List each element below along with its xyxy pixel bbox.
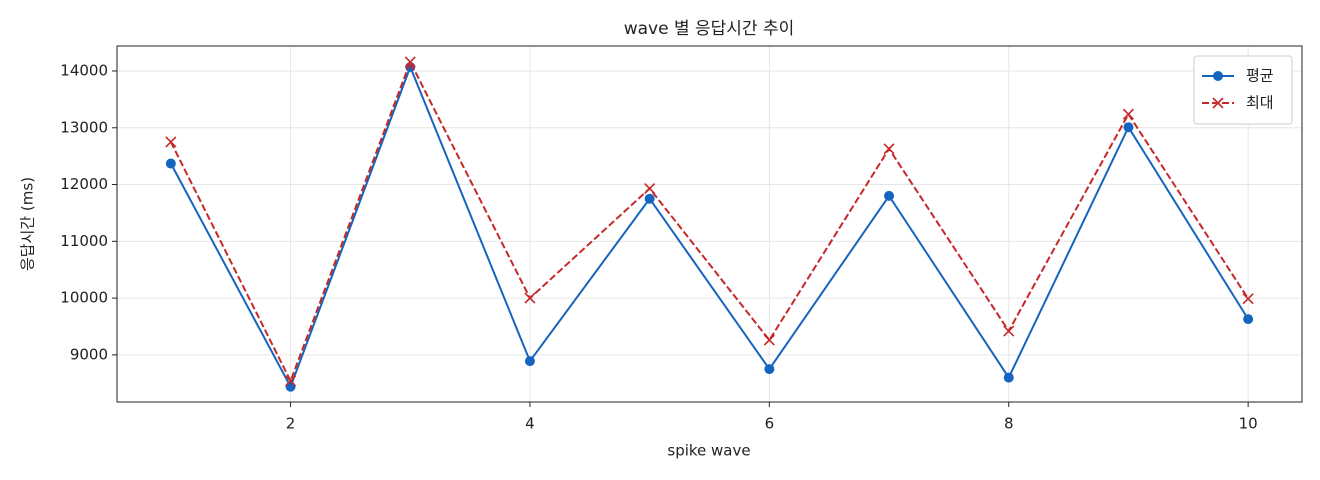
point bbox=[1123, 122, 1134, 133]
point bbox=[884, 190, 895, 201]
point bbox=[883, 143, 895, 155]
point bbox=[285, 381, 296, 392]
x-tick-label: 6 bbox=[765, 415, 775, 433]
y-tick-label: 11000 bbox=[60, 232, 108, 250]
plot-frame bbox=[116, 45, 1303, 403]
x-tick-label: 4 bbox=[525, 415, 535, 433]
y-tick-label: 14000 bbox=[60, 61, 108, 79]
point bbox=[165, 158, 176, 169]
legend-marker bbox=[1213, 71, 1223, 81]
legend-label: 평균 bbox=[1246, 67, 1274, 85]
y-tick-label: 13000 bbox=[60, 118, 108, 136]
legend-frame bbox=[1193, 55, 1293, 125]
point bbox=[763, 334, 775, 346]
y-axis-label: 응답시간 (ms) bbox=[19, 177, 37, 271]
y-tick-label: 12000 bbox=[60, 175, 108, 193]
legend-label: 최대 bbox=[1246, 94, 1274, 112]
y-tick-label: 9000 bbox=[70, 345, 108, 363]
point bbox=[1242, 293, 1254, 305]
point bbox=[524, 292, 536, 304]
point bbox=[1243, 314, 1254, 325]
point bbox=[1122, 108, 1135, 120]
series-line bbox=[169, 64, 1249, 390]
point bbox=[1003, 372, 1014, 383]
point bbox=[524, 356, 535, 367]
point bbox=[644, 193, 655, 204]
series-line bbox=[169, 59, 1249, 384]
x-tick-label: 10 bbox=[1239, 415, 1258, 433]
point bbox=[165, 136, 177, 148]
y-tick-label: 10000 bbox=[60, 289, 108, 307]
chart-title: wave 별 응답시간 추이 bbox=[624, 19, 795, 39]
point bbox=[404, 56, 416, 68]
x-tick-label: 8 bbox=[1004, 415, 1014, 433]
point bbox=[284, 375, 297, 387]
legend-marker bbox=[1212, 97, 1224, 109]
x-tick-label: 2 bbox=[286, 415, 296, 433]
point bbox=[764, 364, 775, 375]
x-axis-label: spike wave bbox=[667, 442, 750, 460]
point bbox=[1003, 325, 1015, 337]
point bbox=[644, 182, 656, 195]
